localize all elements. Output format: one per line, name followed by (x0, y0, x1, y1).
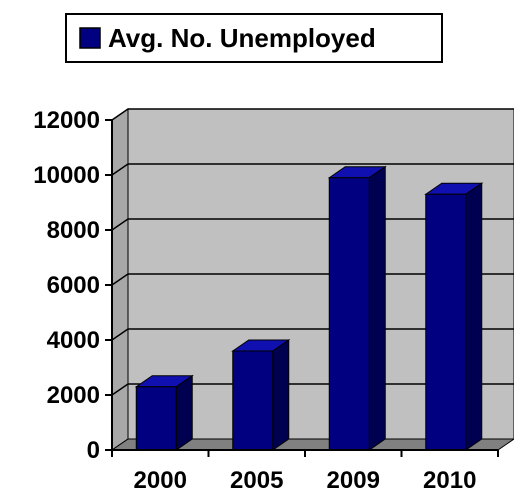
gridline (111, 108, 514, 121)
x-tick-label: 2009 (327, 467, 380, 494)
y-tick-label: 10000 (33, 162, 100, 189)
bar-side (465, 182, 483, 451)
bar-2000 (134, 374, 194, 451)
y-tick-label: 4000 (47, 327, 100, 354)
y-tick-label: 2000 (47, 382, 100, 409)
bar-side (272, 339, 290, 451)
bar-front (425, 193, 467, 451)
bar-front (328, 177, 370, 451)
legend: Avg. No. Unemployed (65, 13, 443, 63)
y-tick-label: 12000 (33, 107, 100, 134)
x-tick-label: 2010 (423, 467, 476, 494)
legend-swatch (79, 27, 101, 49)
bar-side (368, 165, 386, 451)
bar-2010 (424, 182, 484, 451)
y-tick-label: 0 (87, 437, 100, 464)
axes (105, 119, 499, 457)
y-tick-label: 8000 (47, 217, 100, 244)
y-tick-labels: 0 2000 4000 6000 8000 10000 12000 (33, 107, 100, 464)
x-tick-label: 2000 (134, 467, 187, 494)
bar-front (232, 350, 274, 451)
legend-label: Avg. No. Unemployed (108, 23, 376, 53)
bar-side (175, 374, 193, 451)
bar-front (135, 386, 177, 451)
bars (134, 165, 484, 451)
gridline (111, 163, 514, 176)
x-tick-labels: 2000 2005 2009 2010 (134, 467, 477, 494)
legend-box (65, 13, 443, 63)
y-tick-label: 6000 (47, 272, 100, 299)
bar-2005 (231, 339, 291, 451)
x-tick-label: 2005 (230, 467, 283, 494)
bar-2009 (327, 165, 387, 451)
